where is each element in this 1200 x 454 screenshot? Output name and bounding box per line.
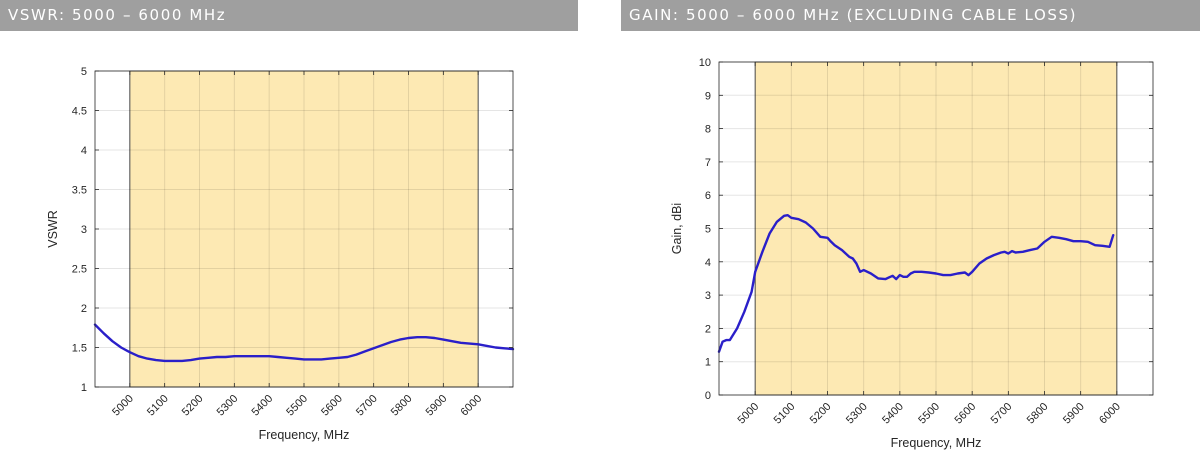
vswr-ytick-label: 4 (81, 145, 87, 157)
vswr-panel-title: VSWR: 5000 – 6000 MHz (0, 0, 578, 31)
gain-ytick-label: 1 (705, 357, 711, 369)
gain-xtick-label: 6000 (1097, 401, 1123, 427)
gain-x-axis-label: Frequency, MHz (891, 436, 982, 450)
vswr-xtick-label: 5000 (110, 393, 136, 419)
vswr-ytick-label: 2 (81, 303, 87, 315)
vswr-xtick-label: 5300 (215, 393, 241, 419)
vswr-xtick-label: 5700 (354, 393, 380, 419)
gain-band-shade (754, 61, 1118, 396)
gain-xtick-label: 5000 (735, 401, 761, 427)
vswr-xtick-label: 5600 (319, 393, 345, 419)
vswr-xtick-label: 5400 (249, 393, 275, 419)
gain-ytick-label: 5 (705, 224, 711, 236)
vswr-xtick-label: 6000 (458, 393, 484, 419)
vswr-xtick-label: 5100 (145, 393, 171, 419)
gain-ytick-label: 2 (705, 323, 711, 335)
gain-chart: 0 1 2 3 4 5 6 7 8 9 10 5000 5100 5200 5300 5400 5500 5600… (670, 57, 1154, 450)
vswr-series-line (93, 323, 515, 363)
vswr-xtick-label: 5500 (284, 393, 310, 419)
gain-ytick-label: 6 (705, 190, 711, 202)
vswr-ytick-label: 3 (81, 224, 87, 236)
gain-xtick-label: 5200 (808, 401, 834, 427)
vswr-ytick-label: 4.5 (72, 106, 87, 118)
vswr-xtick-label: 5800 (389, 393, 415, 419)
gain-xtick-label: 5500 (916, 401, 942, 427)
gain-xtick-label: 5900 (1061, 401, 1087, 427)
gain-ytick-label: 0 (705, 390, 711, 402)
gain-series-line (717, 214, 1115, 353)
gain-xtick-label: 5800 (1025, 401, 1051, 427)
vswr-ytick-label: 5 (81, 66, 87, 78)
gain-xtick-label: 5400 (880, 401, 906, 427)
gain-ytick-label: 4 (705, 257, 711, 269)
vswr-x-axis-label: Frequency, MHz (259, 428, 350, 442)
gain-ytick-label: 8 (705, 124, 711, 136)
gain-ytick-label: 10 (699, 57, 711, 69)
vswr-ytick-label: 2.5 (72, 264, 87, 276)
vswr-panel: VSWR: 5000 – 6000 MHz 1 1.5 2 2.5 3 3.5 4 4.5 5 5… (0, 0, 578, 454)
gain-ytick-label: 7 (705, 157, 711, 169)
vswr-y-axis-label: VSWR (46, 210, 60, 248)
gain-xtick-label: 5700 (989, 401, 1015, 427)
vswr-ytick-label: 3.5 (72, 185, 87, 197)
gain-ytick-label: 9 (705, 90, 711, 102)
gain-xtick-label: 5600 (952, 401, 978, 427)
gain-xtick-label: 5300 (844, 401, 870, 427)
gain-panel: GAIN: 5000 – 6000 MHz (EXCLUDING CABLE L… (621, 0, 1200, 454)
gain-ytick-label: 3 (705, 290, 711, 302)
gain-y-axis-label: Gain, dBi (670, 203, 684, 254)
vswr-ytick-label: 1.5 (72, 343, 87, 355)
vswr-xtick-label: 5900 (424, 393, 450, 419)
gain-xtick-label: 5100 (772, 401, 798, 427)
vswr-band-shade (129, 70, 479, 388)
vswr-chart: 1 1.5 2 2.5 3 3.5 4 4.5 5 5000 5100 5200 5300 5400 550… (46, 66, 515, 442)
gain-panel-title: GAIN: 5000 – 6000 MHz (EXCLUDING CABLE L… (621, 0, 1200, 31)
vswr-xtick-label: 5200 (180, 393, 206, 419)
vswr-ytick-label: 1 (81, 382, 87, 394)
